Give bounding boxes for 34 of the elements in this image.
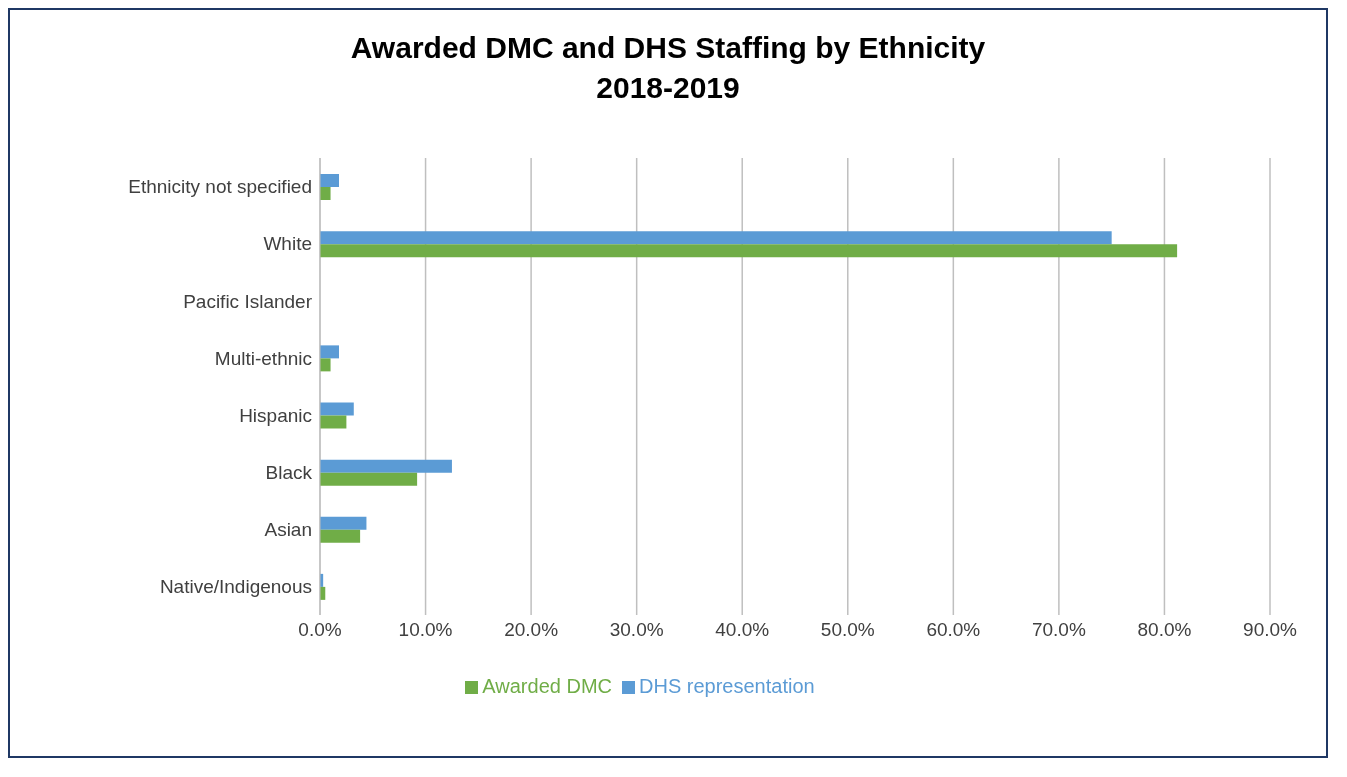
bar <box>320 345 339 359</box>
y-tick-label: Asian <box>264 519 312 541</box>
bar <box>320 415 347 429</box>
x-tick-label: 90.0% <box>1243 619 1298 641</box>
bar <box>320 231 1112 245</box>
x-tick-label: 20.0% <box>504 619 559 641</box>
bar <box>320 529 361 543</box>
y-tick-label: White <box>263 233 312 255</box>
bar <box>320 244 1178 258</box>
y-tick-label: Multi-ethnic <box>214 347 312 369</box>
bar <box>320 472 418 486</box>
bar <box>320 402 354 416</box>
bar <box>320 358 331 372</box>
x-tick-label: 60.0% <box>926 619 981 641</box>
y-tick-label: Pacific Islander <box>183 290 313 312</box>
x-tick-label: 70.0% <box>1031 619 1086 641</box>
x-tick-label: 40.0% <box>715 619 770 641</box>
y-tick-label: Black <box>265 461 313 483</box>
legend-label: DHS representation <box>639 675 815 697</box>
bar <box>320 174 339 187</box>
chart-subtitle: 2018-2019 <box>595 70 741 106</box>
bar <box>320 459 452 473</box>
x-tick-label: 30.0% <box>609 619 664 641</box>
y-tick-label: Native/Indigenous <box>159 576 312 598</box>
x-tick-label: 50.0% <box>820 619 875 641</box>
bar <box>320 187 331 200</box>
bar <box>320 516 367 530</box>
x-tick-label: 10.0% <box>398 619 453 641</box>
y-tick-label: Ethnicity not specified <box>128 176 312 198</box>
x-tick-label: 80.0% <box>1137 619 1192 641</box>
x-tick-label: 0.0% <box>298 619 342 641</box>
chart-title: Awarded DMC and DHS Staffing by Ethnicity <box>349 30 987 66</box>
y-tick-label: Hispanic <box>239 404 312 426</box>
legend-label: Awarded DMC <box>482 675 613 697</box>
